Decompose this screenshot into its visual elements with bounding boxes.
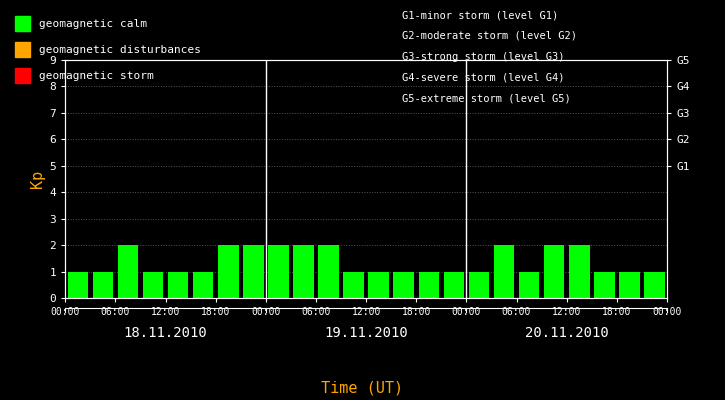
Bar [368,272,389,298]
Bar [218,245,239,298]
Bar [243,245,264,298]
Text: Time (UT): Time (UT) [321,380,404,396]
Bar [344,272,364,298]
Text: geomagnetic storm: geomagnetic storm [39,70,154,81]
Bar [544,245,565,298]
Text: G2-moderate storm (level G2): G2-moderate storm (level G2) [402,31,577,41]
Bar [143,272,163,298]
Bar [619,272,639,298]
Bar [318,245,339,298]
Bar [67,272,88,298]
Bar [444,272,464,298]
Bar [645,272,665,298]
Bar [167,272,188,298]
Text: 18.11.2010: 18.11.2010 [124,326,207,340]
Bar [468,272,489,298]
Text: G1-minor storm (level G1): G1-minor storm (level G1) [402,10,559,20]
Bar [594,272,615,298]
Bar [519,272,539,298]
Bar [193,272,213,298]
Bar [418,272,439,298]
Text: 20.11.2010: 20.11.2010 [525,326,608,340]
Text: G3-strong storm (level G3): G3-strong storm (level G3) [402,52,565,62]
Bar [268,245,289,298]
Bar [494,245,514,298]
Text: G4-severe storm (level G4): G4-severe storm (level G4) [402,72,565,82]
Text: geomagnetic disturbances: geomagnetic disturbances [39,45,201,55]
Bar [117,245,138,298]
Bar [394,272,414,298]
Bar [93,272,113,298]
Bar [293,245,314,298]
Text: 19.11.2010: 19.11.2010 [324,326,408,340]
Text: G5-extreme storm (level G5): G5-extreme storm (level G5) [402,93,571,103]
Y-axis label: Kp: Kp [30,170,45,188]
Bar [569,245,589,298]
Text: geomagnetic calm: geomagnetic calm [39,18,147,29]
